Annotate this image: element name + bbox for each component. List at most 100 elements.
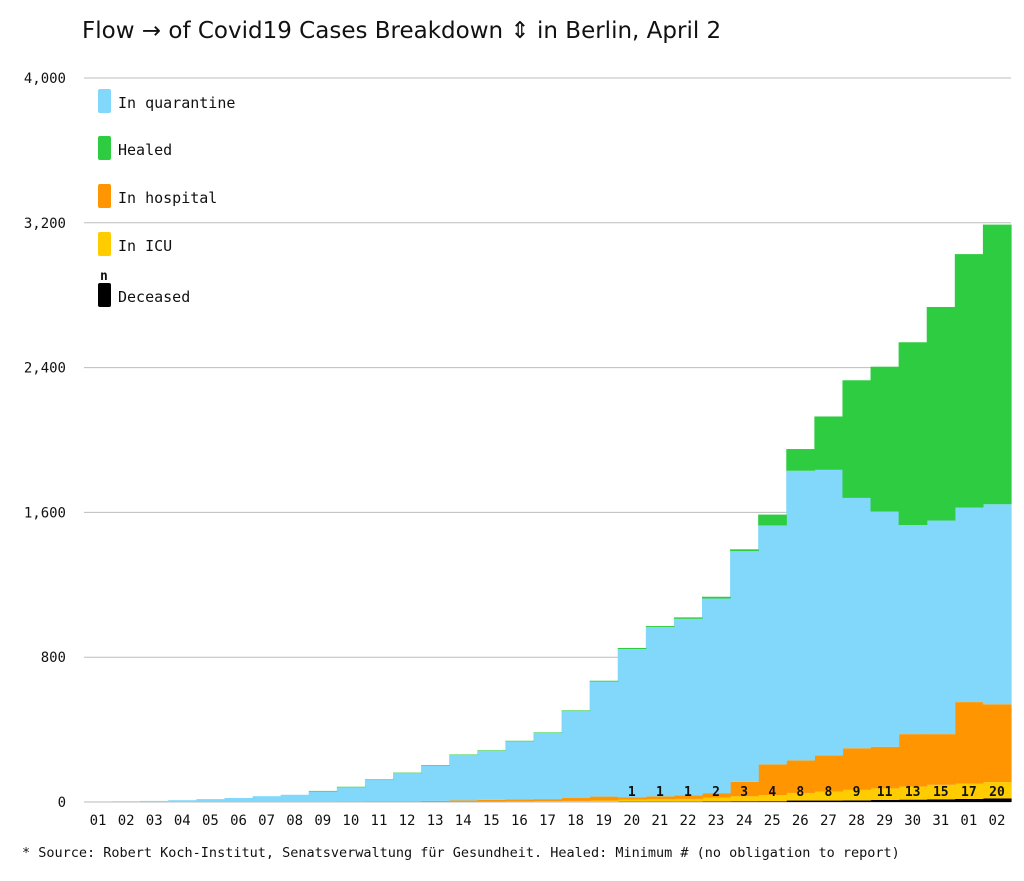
area-segment <box>702 793 731 798</box>
data-label-deceased: 3 <box>740 785 748 800</box>
area-segment <box>730 781 759 797</box>
label-layer: 1 1 1 2 3 4 8 8 9 11 13 15 17 20 <box>628 785 1005 800</box>
x-tick-label: 14 <box>455 813 472 829</box>
legend-marker-label: n <box>100 269 108 284</box>
area-segment <box>758 801 787 802</box>
area-segment <box>589 681 619 797</box>
area-segment <box>533 733 563 800</box>
x-tick-label: 26 <box>792 813 809 829</box>
area-segment <box>505 801 535 802</box>
area-segment <box>954 798 984 802</box>
legend-layer: In quarantine Healed In hospital In ICU Dece… <box>98 89 235 307</box>
area-segment <box>702 598 731 794</box>
area-segment <box>421 765 450 801</box>
area-segment <box>786 760 815 793</box>
x-tick-label: 05 <box>202 813 219 829</box>
area-segment <box>280 794 310 802</box>
legend-swatch <box>98 184 111 208</box>
data-label-deceased: 17 <box>961 785 977 800</box>
area-segment <box>533 801 563 802</box>
area-segment <box>982 504 1012 705</box>
area-segment <box>645 626 675 628</box>
y-tick-label: 1,600 <box>24 505 66 521</box>
area-segment <box>112 801 141 802</box>
area-segment <box>870 788 900 801</box>
area-segment <box>673 795 703 799</box>
data-label-deceased: 20 <box>989 785 1005 800</box>
area-segment <box>870 800 900 802</box>
axis-layer: 0 800 1,600 2,400 3,200 4,000 01 02 03 04 05 06 07 08… <box>24 71 1006 829</box>
data-label-deceased: 1 <box>628 785 636 800</box>
area-segment <box>308 791 338 802</box>
area-segment <box>730 796 759 802</box>
y-tick-label: 800 <box>41 650 66 666</box>
area-segment <box>449 754 478 756</box>
area-segment <box>477 799 506 802</box>
area-segment <box>758 525 787 765</box>
area-segment <box>168 800 197 802</box>
x-tick-label: 01 <box>90 813 107 829</box>
area-segment <box>730 801 759 802</box>
data-label-deceased: 15 <box>933 785 949 800</box>
area-segment <box>926 306 956 521</box>
area-segment <box>393 801 422 802</box>
area-segment <box>730 549 759 552</box>
y-tick-label: 4,000 <box>24 71 66 87</box>
area-segment <box>645 799 675 802</box>
x-tick-label: 22 <box>680 813 697 829</box>
area-segment <box>702 596 731 599</box>
area-segment <box>364 779 394 780</box>
x-tick-label: 19 <box>595 813 612 829</box>
area-segment <box>730 551 759 782</box>
area-segment <box>673 618 703 796</box>
series-in-hospital <box>336 702 1012 802</box>
area-segment <box>814 800 844 802</box>
data-label-deceased: 2 <box>712 785 720 800</box>
x-tick-label: 12 <box>399 813 416 829</box>
area-segment <box>617 647 647 650</box>
area-segment <box>421 800 450 802</box>
area-segment <box>364 801 394 802</box>
area-segment <box>505 741 535 800</box>
legend-label: Healed <box>118 141 172 159</box>
area-segment <box>982 224 1012 505</box>
x-tick-label: 21 <box>651 813 668 829</box>
area-segment <box>814 469 844 756</box>
data-label-deceased: 9 <box>853 785 861 800</box>
legend-label: In ICU <box>118 237 172 255</box>
area-segment <box>336 787 366 802</box>
area-segment <box>926 734 956 785</box>
area-segment <box>561 711 591 799</box>
x-tick-label: 24 <box>736 813 753 829</box>
y-tick-label: 0 <box>58 795 66 811</box>
data-label-deceased: 1 <box>684 785 692 800</box>
area-segment <box>589 796 619 801</box>
area-segment <box>870 511 900 747</box>
area-segment <box>954 783 984 799</box>
x-tick-label: 20 <box>623 813 640 829</box>
area-segment <box>870 366 900 512</box>
area-segment <box>842 497 872 749</box>
data-label-deceased: 11 <box>877 785 893 800</box>
series-healed <box>308 224 1012 792</box>
x-tick-label: 29 <box>876 813 893 829</box>
area-segment <box>954 702 984 784</box>
area-segment <box>842 748 872 790</box>
area-segment <box>842 380 872 498</box>
area-segment <box>393 773 422 802</box>
x-tick-label: 13 <box>427 813 444 829</box>
data-label-deceased: 8 <box>796 785 804 800</box>
area-segment <box>617 799 647 802</box>
x-tick-label: 31 <box>932 813 949 829</box>
area-segment <box>449 800 478 802</box>
area-segment <box>786 800 815 802</box>
area-segment <box>252 796 282 802</box>
area-segment <box>477 750 506 800</box>
area-segment <box>926 784 956 800</box>
x-tick-label: 10 <box>342 813 359 829</box>
area-segment <box>982 782 1012 799</box>
area-segment <box>477 801 506 802</box>
area-segment <box>421 765 450 766</box>
area-segment <box>561 800 591 802</box>
